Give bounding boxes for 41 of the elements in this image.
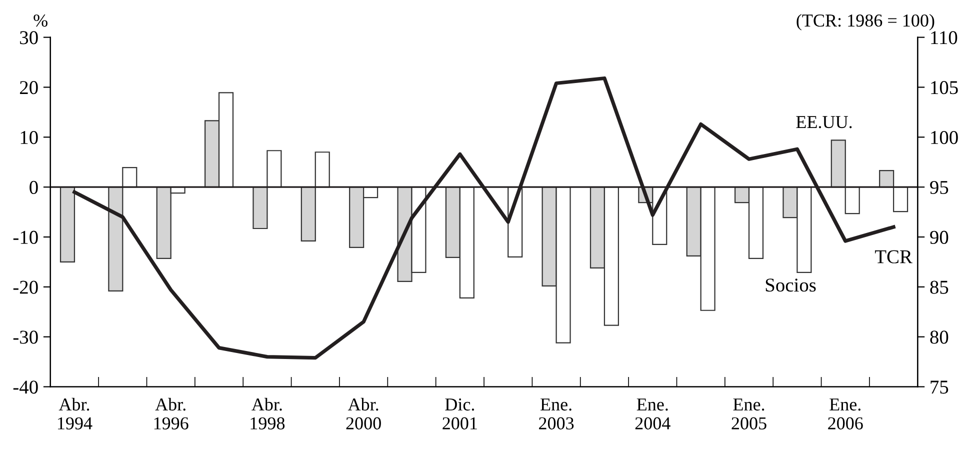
y-tick-label: -30 bbox=[13, 330, 38, 344]
x-tick-label: Abr. 1998 bbox=[250, 398, 285, 430]
y2-tick-label: 85 bbox=[930, 280, 948, 294]
bar bbox=[122, 167, 138, 188]
y-tick-label: 30 bbox=[20, 31, 38, 44]
bar bbox=[844, 186, 860, 214]
y2-tick-label: 100 bbox=[931, 130, 958, 144]
y2-tick-label: 90 bbox=[930, 230, 948, 244]
bar bbox=[830, 140, 846, 188]
bar bbox=[108, 186, 124, 292]
y2-tick-label: 95 bbox=[930, 180, 948, 194]
bar bbox=[893, 186, 908, 212]
x-tick-label: Ene. 2005 bbox=[732, 398, 766, 430]
x-tick-label: Abr. 1994 bbox=[58, 398, 92, 430]
y-tick-label: 20 bbox=[20, 81, 38, 94]
y-tick-label: -20 bbox=[13, 280, 38, 294]
x-tick-label: Abr. 2000 bbox=[346, 398, 381, 430]
x-tick-label: Ene. 2004 bbox=[635, 398, 670, 430]
series-label: Socios bbox=[766, 278, 816, 292]
series-label: EE.UU. bbox=[796, 116, 852, 128]
bar bbox=[252, 186, 268, 230]
y-tick-label: -40 bbox=[13, 380, 38, 394]
y2-tick-label: 105 bbox=[931, 81, 958, 94]
y2-tick-label: 110 bbox=[931, 31, 958, 44]
y2-tick-label: 75 bbox=[930, 380, 948, 394]
y-tick-label: 0 bbox=[30, 180, 38, 194]
bar bbox=[300, 186, 316, 242]
bar bbox=[266, 150, 282, 188]
y-tick-label: 10 bbox=[20, 130, 38, 144]
x-tick-label: Ene. 2006 bbox=[828, 398, 863, 430]
y-tick-label: -10 bbox=[13, 230, 38, 244]
series-label: TCR bbox=[874, 250, 912, 264]
bar bbox=[60, 186, 76, 263]
bar bbox=[879, 170, 894, 188]
y-axis-title: % bbox=[34, 14, 48, 27]
x-tick-label: Abr. 1996 bbox=[154, 398, 188, 430]
y2-axis-title: (TCR: 1986 = 100) bbox=[796, 14, 934, 30]
x-tick-label: Ene. 2003 bbox=[539, 398, 574, 430]
x-tick-label: Dic. 2001 bbox=[442, 398, 477, 430]
bar bbox=[314, 152, 330, 188]
y2-tick-label: 80 bbox=[930, 330, 948, 344]
